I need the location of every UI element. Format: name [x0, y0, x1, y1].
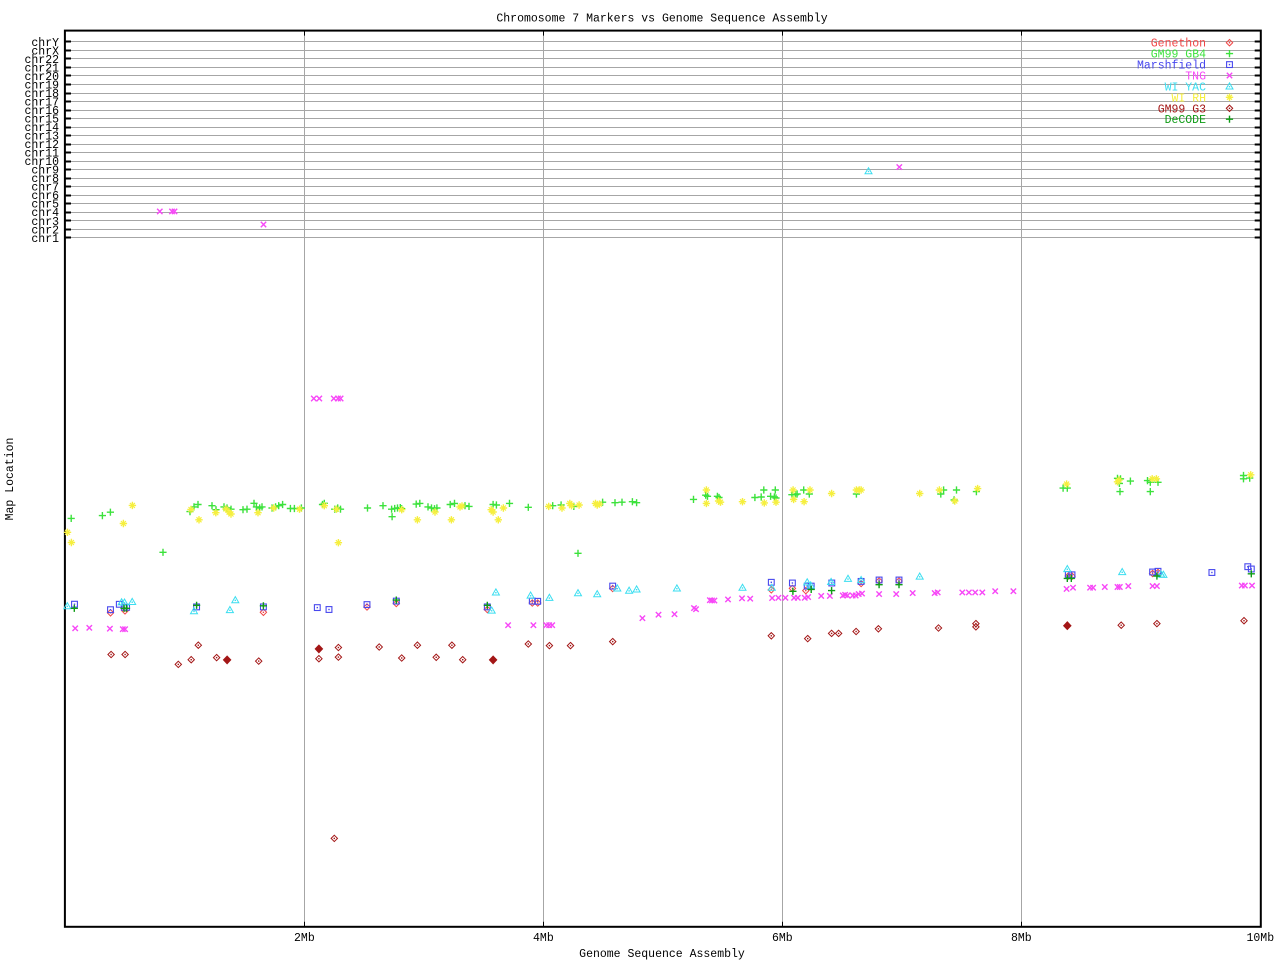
- svg-text:chr2: chr2: [31, 224, 59, 237]
- svg-text:Genethon: Genethon: [1151, 38, 1206, 51]
- svg-text:chr14: chr14: [24, 122, 59, 135]
- svg-text:Chromosome 7 Markers vs Genome: Chromosome 7 Markers vs Genome Sequence …: [496, 13, 827, 26]
- svg-text:chr10: chr10: [24, 156, 59, 169]
- svg-text:chr8: chr8: [31, 173, 59, 186]
- svg-text:chr6: chr6: [31, 190, 59, 203]
- svg-text:chr17: chr17: [24, 97, 59, 110]
- svg-text:chr11: chr11: [24, 148, 59, 161]
- svg-text:DeCODE: DeCODE: [1165, 114, 1207, 127]
- svg-text:2Mb: 2Mb: [294, 932, 315, 945]
- svg-text:WI RH: WI RH: [1171, 92, 1206, 105]
- svg-text:TNG: TNG: [1185, 71, 1206, 84]
- svg-text:chr9: chr9: [31, 165, 59, 178]
- svg-text:chrY: chrY: [31, 37, 59, 50]
- svg-text:chr12: chr12: [24, 139, 59, 152]
- svg-text:chr5: chr5: [31, 199, 59, 212]
- svg-text:10Mb: 10Mb: [1246, 932, 1274, 945]
- svg-text:WI YAC: WI YAC: [1165, 81, 1207, 94]
- svg-text:Marshfield: Marshfield: [1137, 60, 1206, 73]
- svg-text:chr18: chr18: [24, 88, 59, 101]
- svg-text:chr3: chr3: [31, 216, 59, 229]
- svg-text:8Mb: 8Mb: [1011, 932, 1032, 945]
- svg-text:chr1: chr1: [31, 233, 59, 246]
- svg-text:chr4: chr4: [31, 207, 59, 220]
- svg-text:chrX: chrX: [31, 45, 59, 58]
- svg-text:Map Location: Map Location: [4, 438, 17, 521]
- svg-text:chr15: chr15: [24, 114, 59, 127]
- svg-text:chr16: chr16: [24, 105, 59, 118]
- svg-text:GM99 GB4: GM99 GB4: [1151, 49, 1206, 62]
- svg-text:6Mb: 6Mb: [772, 932, 793, 945]
- svg-text:GM99 G3: GM99 G3: [1158, 103, 1206, 116]
- svg-text:chr19: chr19: [24, 80, 59, 93]
- svg-text:4Mb: 4Mb: [533, 932, 554, 945]
- svg-text:chr22: chr22: [24, 54, 59, 67]
- svg-text:chr13: chr13: [24, 131, 59, 144]
- svg-text:Genome Sequence Assembly: Genome Sequence Assembly: [579, 948, 745, 960]
- svg-text:chr7: chr7: [31, 182, 59, 195]
- svg-text:chr21: chr21: [24, 63, 59, 76]
- svg-text:chr20: chr20: [24, 71, 59, 84]
